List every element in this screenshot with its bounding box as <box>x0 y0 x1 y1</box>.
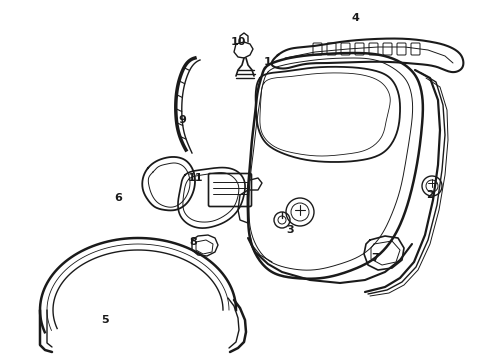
FancyBboxPatch shape <box>369 43 378 55</box>
Text: 10: 10 <box>230 37 245 47</box>
FancyBboxPatch shape <box>327 43 336 55</box>
Text: 3: 3 <box>286 225 294 235</box>
FancyBboxPatch shape <box>383 43 392 55</box>
FancyBboxPatch shape <box>411 43 420 55</box>
FancyBboxPatch shape <box>209 174 251 207</box>
Text: 9: 9 <box>178 115 186 125</box>
Text: 7: 7 <box>371 253 379 263</box>
Text: 6: 6 <box>114 193 122 203</box>
Text: 8: 8 <box>189 237 197 247</box>
Text: 11: 11 <box>187 173 203 183</box>
Text: 1: 1 <box>264 57 272 67</box>
Text: 5: 5 <box>101 315 109 325</box>
FancyBboxPatch shape <box>355 43 364 55</box>
FancyBboxPatch shape <box>313 43 322 55</box>
FancyBboxPatch shape <box>397 43 406 55</box>
FancyBboxPatch shape <box>341 43 350 55</box>
Text: 2: 2 <box>426 190 434 200</box>
Text: 4: 4 <box>351 13 359 23</box>
